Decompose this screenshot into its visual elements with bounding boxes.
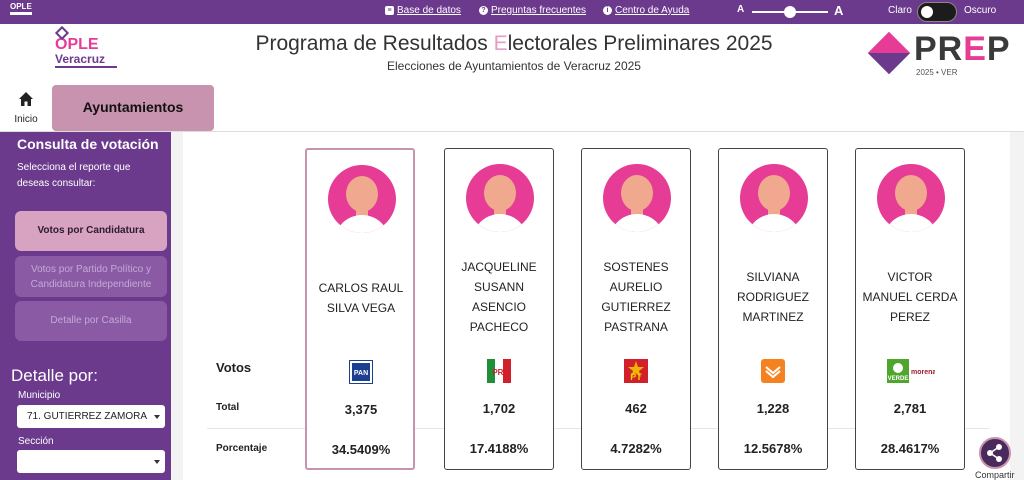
faq-link[interactable]: ? Preguntas frecuentes	[479, 5, 586, 16]
database-icon: ≡	[385, 6, 394, 15]
font-size-slider-handle[interactable]	[784, 6, 796, 18]
svg-text:PAN: PAN	[354, 370, 368, 377]
candidate-name: VICTOR MANUEL CERDA PEREZ	[862, 270, 958, 324]
row-label-porcentaje: Porcentaje	[216, 443, 268, 454]
prep-diamond-mark	[867, 31, 911, 75]
row-label-total: Total	[216, 402, 240, 413]
municipio-select[interactable]: 71. GUTIERREZ ZAMORA	[17, 405, 165, 428]
votos-candidatura-button[interactable]: Votos por Candidatura	[15, 211, 167, 251]
chevron-down-icon	[154, 460, 160, 464]
votos-partido-button[interactable]: Votos por Partido Político y Candidatura…	[15, 256, 167, 297]
candidate-avatar	[603, 164, 671, 232]
font-smaller-button[interactable]: A	[737, 4, 745, 15]
candidate-avatar	[466, 164, 534, 232]
total-votes: 462	[625, 401, 647, 416]
candidate-card[interactable]: VICTOR MANUEL CERDA PEREZ VERDE morena 2,7…	[855, 148, 965, 470]
candidate-name: CARLOS RAUL SILVA VEGA	[318, 281, 404, 315]
percentage: 12.5678%	[743, 441, 803, 456]
total-votes: 3,375	[344, 402, 378, 417]
svg-text:PT: PT	[630, 372, 642, 382]
top-bar: OPLE ≡ Base de datos ? Preguntas frecuen…	[0, 0, 1024, 24]
percentage: 17.4188%	[469, 441, 529, 456]
prep-logo: PREP 2025 • VER	[867, 30, 1015, 80]
share-icon	[987, 444, 1002, 462]
candidate-card[interactable]: CARLOS RAUL SILVA VEGA PAN 3,375 34.5409%	[305, 148, 415, 470]
candidate-name: JACQUELINE SUSANN ASENCIO PACHECO	[461, 260, 537, 334]
candidate-avatar	[328, 165, 396, 233]
percentage: 28.4617%	[880, 441, 940, 456]
candidate-card[interactable]: JACQUELINE SUSANN ASENCIO PACHECO PRI 1,702…	[444, 148, 554, 470]
nav-row: Inicio Ayuntamientos	[0, 85, 1024, 132]
ople-mini-logo: OPLE	[10, 3, 34, 19]
question-icon: ?	[479, 6, 488, 15]
candidate-avatar	[740, 164, 808, 232]
seccion-label: Sección	[18, 436, 54, 447]
percentage: 4.7282%	[610, 441, 662, 456]
total-votes: 1,228	[756, 401, 790, 416]
svg-text:VERDE: VERDE	[888, 376, 909, 382]
total-votes: 2,781	[893, 401, 927, 416]
percentage: 34.5409%	[331, 442, 391, 457]
theme-toggle[interactable]	[917, 2, 957, 22]
candidate-card[interactable]: SOSTENES AURELIO GUTIERREZ PASTRANA PT 462 …	[581, 148, 691, 470]
tab-ayuntamientos[interactable]: Ayuntamientos	[52, 85, 214, 131]
candidate-avatar	[877, 164, 945, 232]
theme-dark-label: Oscuro	[964, 5, 997, 16]
database-link[interactable]: ≡ Base de datos	[385, 5, 461, 16]
font-larger-button[interactable]: A	[834, 3, 844, 18]
page-subtitle: Elecciones de Ayuntamientos de Veracruz …	[387, 59, 641, 73]
svg-text:morena: morena	[911, 369, 935, 376]
share-label: Compartir	[975, 470, 1015, 480]
theme-light-label: Claro	[888, 5, 912, 16]
pri-logo-icon: PRI	[487, 359, 511, 383]
share-button[interactable]	[979, 437, 1011, 469]
info-icon: i	[603, 6, 612, 15]
row-label-votos: Votos	[216, 360, 252, 375]
seccion-select[interactable]	[17, 450, 165, 473]
chevron-down-icon	[154, 415, 160, 419]
toggle-knob	[921, 6, 933, 18]
pt-logo-icon: PT	[624, 359, 648, 383]
detail-heading: Detalle por:	[11, 366, 98, 385]
mc-logo-icon	[761, 359, 785, 383]
results-panel: Votos Total Porcentaje CARLOS RAUL SILVA …	[183, 132, 1010, 480]
page-title: Programa de Resultados Electorales Preli…	[255, 32, 773, 55]
sidebar: Consulta de votación Selecciona el repor…	[0, 132, 171, 480]
pan-logo-icon: PAN	[349, 360, 373, 384]
detalle-casilla-button[interactable]: Detalle por Casilla	[15, 301, 167, 341]
candidate-name: SILVIANA RODRIGUEZ MARTINEZ	[737, 270, 809, 324]
sidebar-heading: Consulta de votación	[17, 136, 159, 152]
verde-morena-logo-icon: VERDE morena	[887, 359, 935, 383]
header: OPLE Veracruz Programa de Resultados Ele…	[0, 24, 1024, 85]
candidate-card[interactable]: SILVIANA RODRIGUEZ MARTINEZ 1,228 12.5678%	[718, 148, 828, 470]
svg-text:PRI: PRI	[492, 368, 505, 377]
municipio-label: Municipio	[18, 390, 61, 401]
total-votes: 1,702	[482, 401, 516, 416]
candidate-name: SOSTENES AURELIO GUTIERREZ PASTRANA	[601, 260, 671, 334]
ople-veracruz-logo[interactable]: OPLE Veracruz	[54, 25, 117, 76]
sidebar-description: Selecciona el reporte que deseas consult…	[17, 162, 131, 189]
help-center-link[interactable]: i Centro de Ayuda	[603, 5, 689, 16]
home-button[interactable]: Inicio	[11, 91, 41, 125]
home-icon	[19, 92, 33, 106]
